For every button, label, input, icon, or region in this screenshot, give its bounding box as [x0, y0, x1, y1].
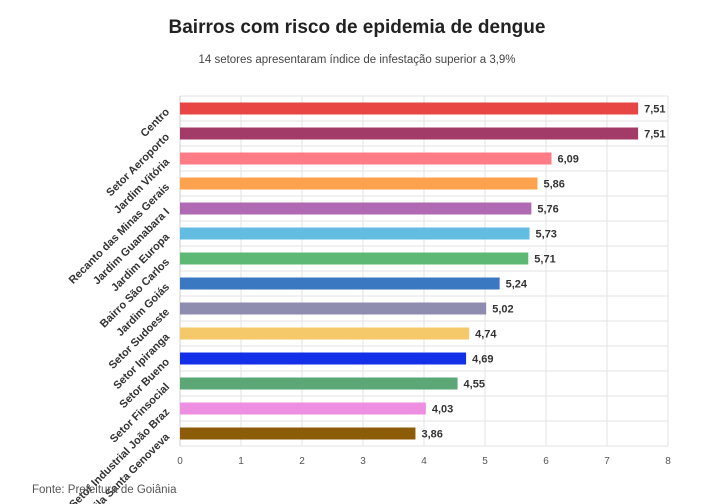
chart-title: Bairros com risco de epidemia de dengue: [168, 17, 546, 38]
bar: [180, 327, 470, 340]
bar-value-label: 5,02: [492, 304, 513, 316]
chart-subtitle: 14 setores apresentaram índice de infest…: [198, 54, 516, 66]
bar-value-label: 5,73: [536, 229, 557, 241]
bar: [180, 277, 500, 290]
x-tick-label: 5: [482, 456, 488, 467]
bar-value-label: 5,71: [534, 254, 555, 266]
x-tick-label: 7: [604, 456, 610, 467]
bar-value-label: 3,86: [421, 429, 442, 441]
bar-value-label: 5,86: [543, 179, 564, 191]
bar: [180, 377, 458, 390]
bar: [180, 152, 552, 165]
x-tick-label: 6: [543, 456, 549, 467]
bar-value-label: 4,03: [432, 404, 453, 416]
x-tick-label: 1: [238, 456, 244, 467]
bar: [180, 352, 467, 365]
bar: [180, 177, 538, 190]
bar: [180, 427, 416, 440]
bar-value-label: 4,74: [475, 329, 497, 341]
x-tick-label: 4: [421, 456, 427, 467]
x-tick-label: 0: [177, 456, 183, 467]
bar-value-label: 7,51: [644, 129, 665, 141]
bar: [180, 402, 426, 415]
bar: [180, 227, 530, 240]
bar: [180, 102, 639, 115]
bar-value-label: 5,24: [506, 279, 528, 291]
x-tick-label: 8: [665, 456, 671, 467]
category-label: Centro: [139, 106, 173, 140]
source-note: Fonte: Prefeitura de Goiânia: [32, 484, 177, 496]
bar: [180, 127, 639, 140]
bar: [180, 252, 529, 265]
bar-value-label: 7,51: [644, 104, 665, 116]
bar-value-label: 4,69: [472, 354, 493, 366]
x-tick-label: 3: [360, 456, 366, 467]
x-tick-label: 2: [299, 456, 305, 467]
bar: [180, 302, 487, 315]
bar-value-label: 6,09: [557, 154, 578, 166]
bar-value-label: 4,55: [464, 379, 485, 391]
bar: [180, 202, 532, 215]
bar-value-label: 5,76: [537, 204, 558, 216]
